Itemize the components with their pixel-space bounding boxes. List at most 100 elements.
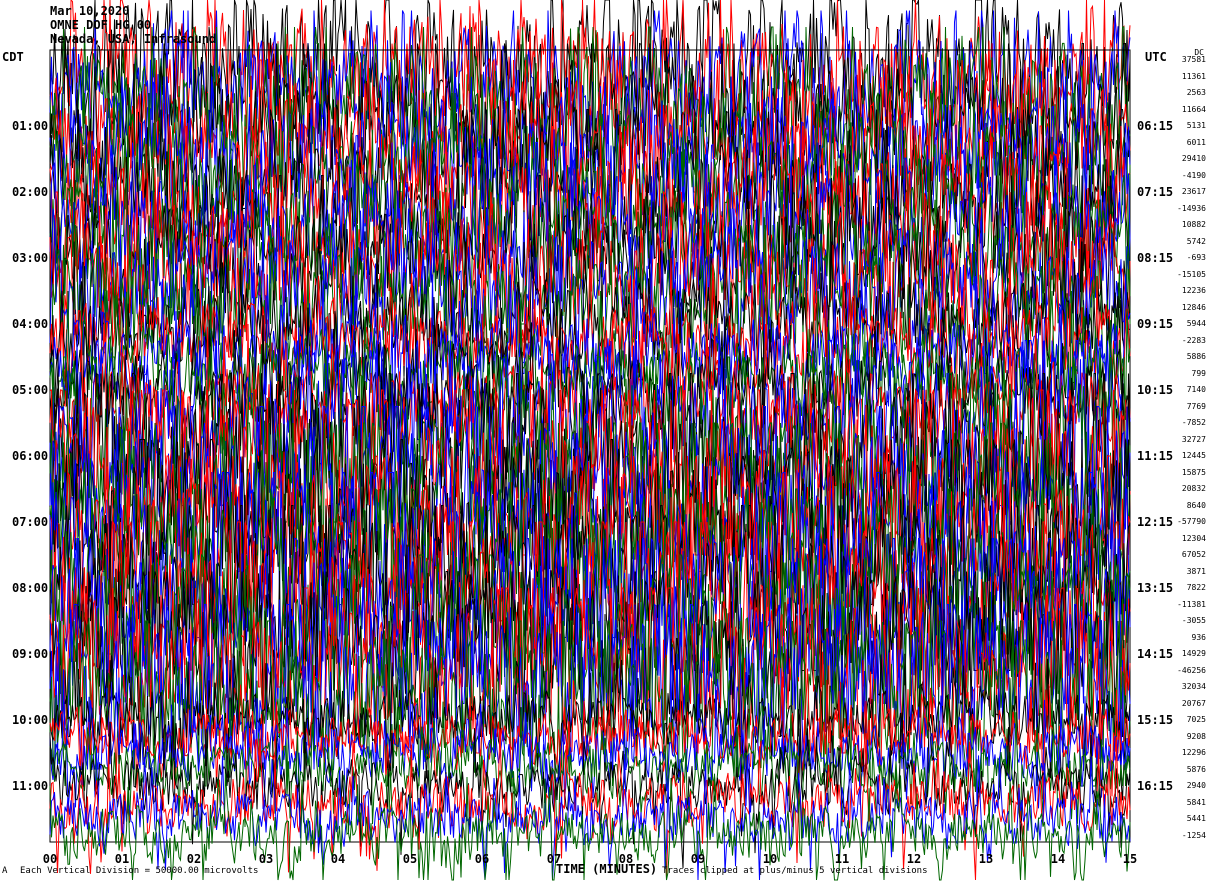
trace-offset-value: 6011 <box>1186 137 1206 147</box>
trace-line <box>49 700 1131 841</box>
trace-offset-value: 7822 <box>1186 583 1206 592</box>
x-tick-label: 02 <box>186 852 202 866</box>
trace-offset-value: 32034 <box>1181 682 1206 691</box>
right-time-label: 09:15 <box>1137 317 1174 331</box>
trace-offset-value: 11361 <box>1181 71 1206 81</box>
x-tick-label: 00 <box>42 852 58 866</box>
trace-offset-value: 32727 <box>1181 434 1206 444</box>
trace-offset-value: 5841 <box>1186 797 1206 807</box>
footer-clip-note: Traces clipped at plus/minus 5 vertical … <box>662 866 928 876</box>
trace-offset-value: 20832 <box>1181 484 1206 493</box>
offset-header: DC <box>1194 48 1204 57</box>
trace-offset-value: -11381 <box>1177 599 1206 609</box>
right-time-label: 10:15 <box>1137 383 1174 397</box>
trace-offset-value: -7852 <box>1181 418 1206 427</box>
trace-offset-value: 5886 <box>1186 352 1206 361</box>
trace-offset-value: 20767 <box>1181 698 1206 708</box>
trace-offset-value: 5944 <box>1186 319 1206 328</box>
trace-line <box>49 75 1131 242</box>
trace-offset-value: 12296 <box>1181 748 1206 757</box>
trace-offset-value: 23617 <box>1181 187 1206 196</box>
left-time-label: 03:00 <box>12 251 49 265</box>
trace-offset-value: -693 <box>1186 253 1206 262</box>
trace-offset-value: -3055 <box>1181 616 1206 625</box>
trace-offset-value: 12846 <box>1181 302 1206 312</box>
trace-line <box>49 190 1131 358</box>
footer-marker: A <box>2 866 8 876</box>
left-time-label: 05:00 <box>12 383 49 397</box>
x-tick-label: 10 <box>762 852 778 866</box>
trace-line <box>49 712 1131 869</box>
trace-offset-value: 936 <box>1191 632 1206 642</box>
x-tick-label: 15 <box>1122 852 1138 866</box>
left-time-label: 10:00 <box>12 713 49 727</box>
trace-offset-value: 3871 <box>1186 566 1206 576</box>
left-time-label: 07:00 <box>12 515 49 529</box>
trace-line <box>49 0 1131 143</box>
right-axis-label: UTC <box>1145 50 1167 64</box>
trace-offset-value: 7025 <box>1186 715 1206 724</box>
x-tick-label: 01 <box>114 852 130 866</box>
trace-offset-value: 5742 <box>1186 236 1206 246</box>
trace-line <box>49 290 1131 457</box>
trace-offset-value: 14929 <box>1181 649 1206 658</box>
trace-offset-value: -1254 <box>1181 830 1206 840</box>
trace-line <box>49 173 1131 342</box>
trace-line <box>49 653 1131 803</box>
trace-offset-value: 11664 <box>1181 104 1206 114</box>
header-date: Mar 10,2020 <box>50 4 130 18</box>
trace-offset-value: 12236 <box>1181 286 1206 295</box>
right-time-label: 12:15 <box>1137 515 1174 529</box>
trace-offset-value: -57790 <box>1177 517 1206 526</box>
trace-offset-value: -15105 <box>1177 269 1206 279</box>
right-time-label: 13:15 <box>1137 581 1174 595</box>
trace-offset-value: 67052 <box>1181 550 1206 559</box>
right-time-label: 15:15 <box>1137 713 1174 727</box>
left-time-label: 11:00 <box>12 779 49 793</box>
x-tick-label: 09 <box>690 852 706 866</box>
trace-offset-value: -14936 <box>1177 203 1206 213</box>
trace-offset-value: -2283 <box>1181 335 1206 345</box>
trace-line <box>49 570 1131 738</box>
trace-offset-value: 9208 <box>1186 731 1206 741</box>
header-station: OMNE DOF HG 00 <box>50 18 152 32</box>
trace-line <box>49 158 1131 325</box>
x-tick-label: 12 <box>906 852 922 866</box>
header-location: Nevada, USA, Infrasound <box>50 32 217 46</box>
trace-offset-value: 12304 <box>1181 533 1206 543</box>
trace-offset-value: 2563 <box>1186 88 1206 97</box>
right-time-label: 16:15 <box>1137 779 1174 793</box>
trace-offset-value: 7140 <box>1186 385 1206 394</box>
right-time-label: 07:15 <box>1137 185 1174 199</box>
trace-offset-value: 37581 <box>1181 55 1206 64</box>
x-tick-label: 08 <box>618 852 634 866</box>
trace-offset-value: 2940 <box>1186 781 1206 790</box>
x-tick-label: 05 <box>402 852 418 866</box>
trace-offset-value: -4190 <box>1181 170 1206 180</box>
trace-offset-value: 5441 <box>1186 814 1206 823</box>
trace-offset-value: 12445 <box>1181 451 1206 460</box>
left-time-label: 09:00 <box>12 647 49 661</box>
x-tick-label: 03 <box>258 852 274 866</box>
left-axis-label: CDT <box>2 50 24 64</box>
left-time-label: 08:00 <box>12 581 49 595</box>
trace-offset-value: 8640 <box>1186 500 1206 510</box>
left-time-label: 02:00 <box>12 185 49 199</box>
trace-line <box>49 753 1131 881</box>
x-tick-label: 06 <box>474 852 490 866</box>
left-time-label: 01:00 <box>12 119 49 133</box>
x-tick-label: 07 <box>546 852 562 866</box>
right-time-label: 08:15 <box>1137 251 1174 265</box>
trace-offset-value: -46256 <box>1177 665 1206 675</box>
x-tick-label: 14 <box>1050 852 1066 866</box>
x-tick-label: 04 <box>330 852 346 866</box>
trace-offset-value: 15875 <box>1181 467 1206 477</box>
trace-line <box>49 687 1131 823</box>
left-time-label: 06:00 <box>12 449 49 463</box>
x-tick-label: 13 <box>978 852 994 866</box>
right-time-label: 06:15 <box>1137 119 1174 133</box>
x-tick-label: 11 <box>834 852 850 866</box>
left-time-label: 04:00 <box>12 317 49 331</box>
right-time-label: 11:15 <box>1137 449 1174 463</box>
